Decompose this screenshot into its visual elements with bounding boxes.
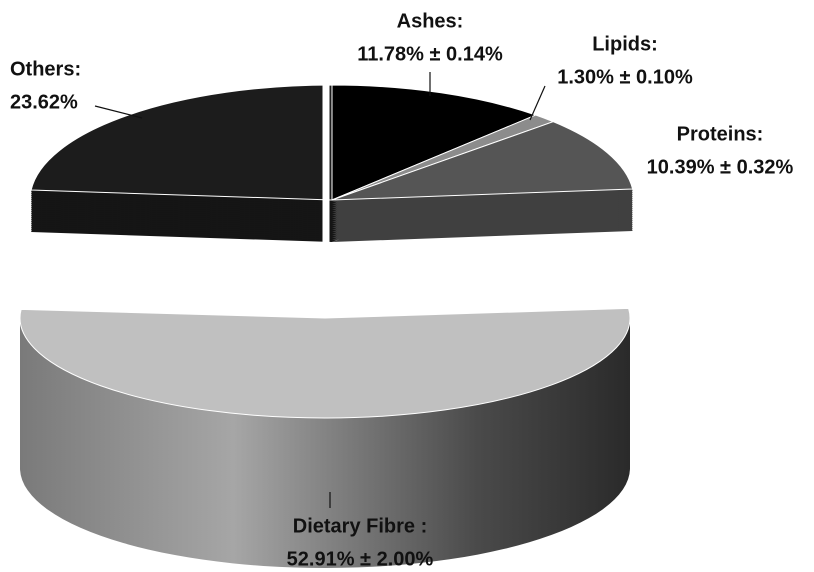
slice bbox=[331, 84, 538, 201]
slice bbox=[30, 84, 333, 201]
slice-label: Ashes: bbox=[397, 10, 464, 32]
slice-label: Proteins: bbox=[677, 123, 764, 145]
slice bbox=[19, 307, 631, 419]
value-label: 52.91% ± 2.00% bbox=[287, 548, 434, 570]
slice bbox=[331, 121, 634, 201]
pie bbox=[19, 84, 634, 569]
value-label: 10.39% ± 0.32% bbox=[647, 156, 794, 178]
value-label: 23.62% bbox=[10, 91, 78, 113]
leader-line bbox=[529, 85, 546, 121]
slice-label: Dietary Fibre : bbox=[293, 515, 427, 537]
slice-label: Others: bbox=[10, 58, 81, 80]
value-label: 1.30% ± 0.10% bbox=[557, 66, 693, 88]
value-label: 11.78% ± 0.14% bbox=[357, 43, 503, 65]
slice-label: Lipids: bbox=[592, 33, 658, 55]
leader-line bbox=[94, 105, 143, 119]
